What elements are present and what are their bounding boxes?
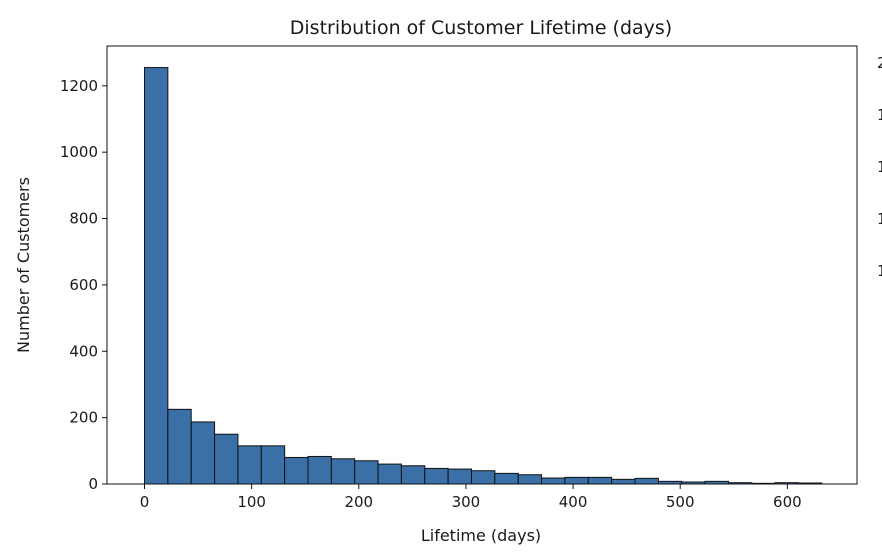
x-tick-label: 600 [773, 493, 802, 511]
y-tick-label: 400 [69, 342, 98, 360]
histogram-bar [471, 470, 496, 485]
clipped-tick-fragment: 1 [877, 158, 882, 176]
x-axis-ticks: 0 100 200 300 400 500 600 [140, 484, 802, 511]
x-tick-label: 100 [237, 493, 266, 511]
histogram-bar [447, 468, 472, 485]
plot-frame [106, 45, 858, 485]
histogram-bar [167, 408, 192, 485]
clipped-tick-fragment: 2 [877, 54, 882, 72]
histogram-bar [307, 455, 332, 485]
clipped-right-labels: 2 1 1 1 1 [877, 54, 882, 280]
histogram-bar [400, 465, 426, 485]
histogram-bar [611, 478, 636, 485]
y-tick-label: 600 [69, 276, 98, 294]
histogram-bar [377, 463, 402, 485]
bars-group [144, 67, 823, 485]
histogram-bar [587, 476, 613, 485]
histogram-bar [260, 445, 286, 485]
clipped-tick-fragment: 1 [877, 262, 882, 280]
clipped-tick-fragment: 1 [877, 210, 882, 228]
histogram-bar [330, 458, 356, 485]
histogram-bar [354, 460, 379, 485]
x-tick-label: 400 [559, 493, 588, 511]
histogram-bar [564, 476, 589, 485]
histogram-bar [424, 467, 449, 485]
clipped-tick-fragment: 1 [877, 106, 882, 124]
x-tick-label: 0 [140, 493, 150, 511]
y-tick-label: 1200 [60, 77, 98, 95]
histogram-bar [284, 456, 309, 485]
x-tick-label: 300 [452, 493, 481, 511]
histogram-bar [494, 472, 519, 485]
x-tick-label: 200 [344, 493, 373, 511]
y-axis-ticks: 0 200 400 600 800 1000 1200 [60, 77, 107, 493]
histogram-bar [634, 477, 659, 485]
histogram-bar [541, 477, 566, 485]
x-axis-label: Lifetime (days) [421, 526, 541, 545]
histogram-bar [144, 67, 169, 485]
histogram-bar [237, 445, 262, 485]
histogram-bar [190, 421, 216, 485]
histogram-bar [517, 474, 543, 485]
y-tick-label: 0 [88, 475, 98, 493]
histogram-bar [214, 433, 239, 485]
x-tick-label: 500 [666, 493, 695, 511]
chart-title: Distribution of Customer Lifetime (days) [290, 17, 672, 39]
y-tick-label: 800 [69, 210, 98, 228]
y-tick-label: 200 [69, 409, 98, 427]
y-axis-label: Number of Customers [14, 177, 33, 353]
y-tick-label: 1000 [60, 143, 98, 161]
